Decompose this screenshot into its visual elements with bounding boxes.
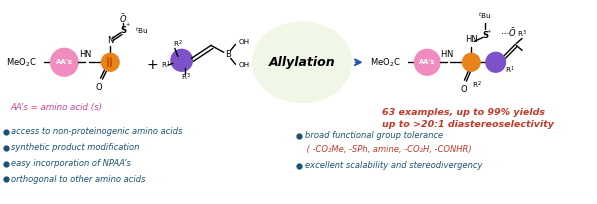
Circle shape: [101, 53, 119, 71]
Text: ( -CO₂Me, -SPh, amine, -CO₂H, -CONHR): ( -CO₂Me, -SPh, amine, -CO₂H, -CONHR): [304, 145, 472, 154]
Text: R$^3$: R$^3$: [181, 72, 190, 83]
Text: Allylation: Allylation: [269, 56, 336, 69]
Text: N: N: [107, 36, 113, 45]
Text: H: H: [79, 50, 85, 59]
Text: O: O: [460, 85, 467, 94]
Text: broad functional group tolerance: broad functional group tolerance: [305, 131, 443, 140]
Text: AA's: AA's: [56, 59, 73, 65]
Circle shape: [414, 49, 440, 75]
Text: N: N: [447, 50, 453, 59]
Text: R$^2$: R$^2$: [472, 80, 482, 91]
Text: excellent scalability and stereodivergency: excellent scalability and stereodivergen…: [305, 161, 482, 170]
Text: S: S: [482, 31, 488, 40]
Circle shape: [486, 52, 506, 72]
Text: +: +: [146, 58, 158, 72]
Text: $\bar{O}$: $\bar{O}$: [119, 12, 127, 25]
Text: AA’s = amino acid (s): AA’s = amino acid (s): [11, 103, 103, 112]
Text: OH: OH: [238, 39, 250, 45]
Text: access to non-proteinogenic amino acids: access to non-proteinogenic amino acids: [11, 127, 183, 136]
Text: synthetic product modification: synthetic product modification: [11, 143, 140, 152]
Text: O: O: [95, 83, 102, 92]
Text: OH: OH: [238, 62, 250, 68]
Text: AA's: AA's: [419, 59, 435, 65]
Text: $^+$: $^+$: [485, 29, 493, 35]
Text: S: S: [120, 26, 126, 35]
Text: $^t$Bu: $^t$Bu: [135, 25, 148, 36]
Text: $^t$Bu: $^t$Bu: [478, 10, 491, 21]
Text: R$^1$: R$^1$: [161, 60, 171, 71]
Text: MeO$_2$C: MeO$_2$C: [5, 56, 36, 69]
Text: easy incorporation of NPAA’s: easy incorporation of NPAA’s: [11, 159, 131, 168]
Text: H: H: [440, 50, 446, 59]
Text: orthogonal to other amino acids: orthogonal to other amino acids: [11, 175, 146, 184]
Text: HN: HN: [465, 35, 478, 44]
Text: R$^2$: R$^2$: [173, 39, 183, 50]
Text: $\cdots\bar{O}$: $\cdots\bar{O}$: [500, 26, 516, 39]
Text: up to >20:1 diastereoselectivity: up to >20:1 diastereoselectivity: [382, 120, 554, 129]
Text: B: B: [224, 50, 230, 59]
Circle shape: [171, 49, 192, 71]
Circle shape: [51, 48, 78, 76]
Text: $^+$: $^+$: [125, 22, 131, 29]
Circle shape: [463, 53, 480, 71]
Text: R$^1$: R$^1$: [504, 65, 514, 76]
Text: MeO$_2$C: MeO$_2$C: [370, 56, 400, 69]
Text: 63 examples, up to 99% yields: 63 examples, up to 99% yields: [382, 108, 545, 117]
Text: R$^3$: R$^3$: [517, 29, 527, 40]
Text: N: N: [85, 50, 91, 59]
Ellipse shape: [253, 23, 351, 102]
